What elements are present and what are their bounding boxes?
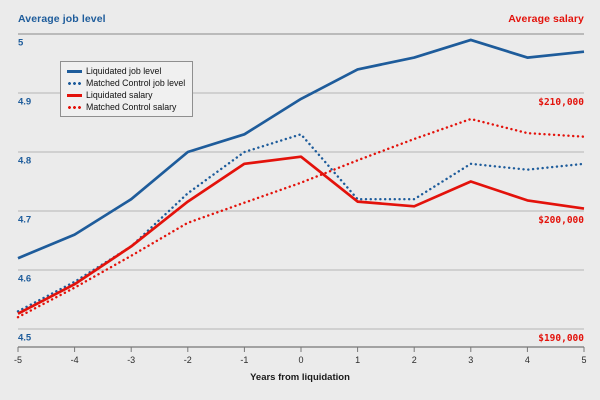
x-axis-tick-label: 2 (412, 355, 417, 365)
legend-item: Liquidated job level (67, 65, 185, 77)
y-axis-tick-label-left: 4.6 (18, 274, 31, 285)
legend-label: Matched Control salary (86, 102, 177, 112)
x-axis-tick-label: -1 (240, 355, 248, 365)
left-axis-title: Average job level (18, 13, 106, 25)
x-axis-tick-label: -3 (127, 355, 135, 365)
solid-red-line-icon (67, 93, 82, 97)
y-axis-tick-label-left: 4.7 (18, 215, 31, 226)
y-axis-tick-label-left: 4.5 (18, 333, 32, 344)
legend: Liquidated job level Matched Control job… (60, 61, 194, 117)
right-axis-title: Average salary (508, 13, 584, 25)
legend-label: Liquidated salary (86, 90, 153, 100)
legend-item: Liquidated salary (67, 89, 185, 101)
legend-item: Matched Control salary (67, 101, 185, 113)
series-line-liquidated-salary (17, 155, 585, 315)
x-axis-tick-label: 5 (581, 355, 586, 365)
x-axis-tick-label: -2 (184, 355, 192, 365)
dotted-blue-line-icon (67, 81, 82, 85)
y-axis-tick-label-left: 5 (18, 38, 24, 49)
y-axis-tick-label-right: $200,000 (538, 215, 584, 226)
solid-blue-line-icon (67, 69, 82, 73)
y-axis-tick-label-left: 4.9 (18, 97, 31, 108)
series-line-matched-control-job-level (16, 133, 586, 313)
dotted-red-line-icon (67, 105, 82, 109)
x-axis-tick-label: 0 (298, 355, 303, 365)
x-axis-tick-label: -4 (71, 355, 79, 365)
y-axis-tick-label-right: $190,000 (538, 333, 584, 344)
x-axis-title: Years from liquidation (250, 372, 350, 383)
legend-item: Matched Control job level (67, 77, 185, 89)
series-line-liquidated-job-level (17, 38, 585, 260)
y-axis-tick-label-left: 4.8 (18, 156, 31, 167)
x-axis-tick-label: 1 (355, 355, 360, 365)
x-axis-tick-label: 3 (468, 355, 473, 365)
x-axis-tick-label: 4 (525, 355, 530, 365)
legend-label: Liquidated job level (86, 66, 162, 76)
y-axis-tick-label-right: $210,000 (538, 97, 584, 108)
legend-label: Matched Control job level (86, 78, 186, 88)
x-axis-tick-label: -5 (14, 355, 22, 365)
